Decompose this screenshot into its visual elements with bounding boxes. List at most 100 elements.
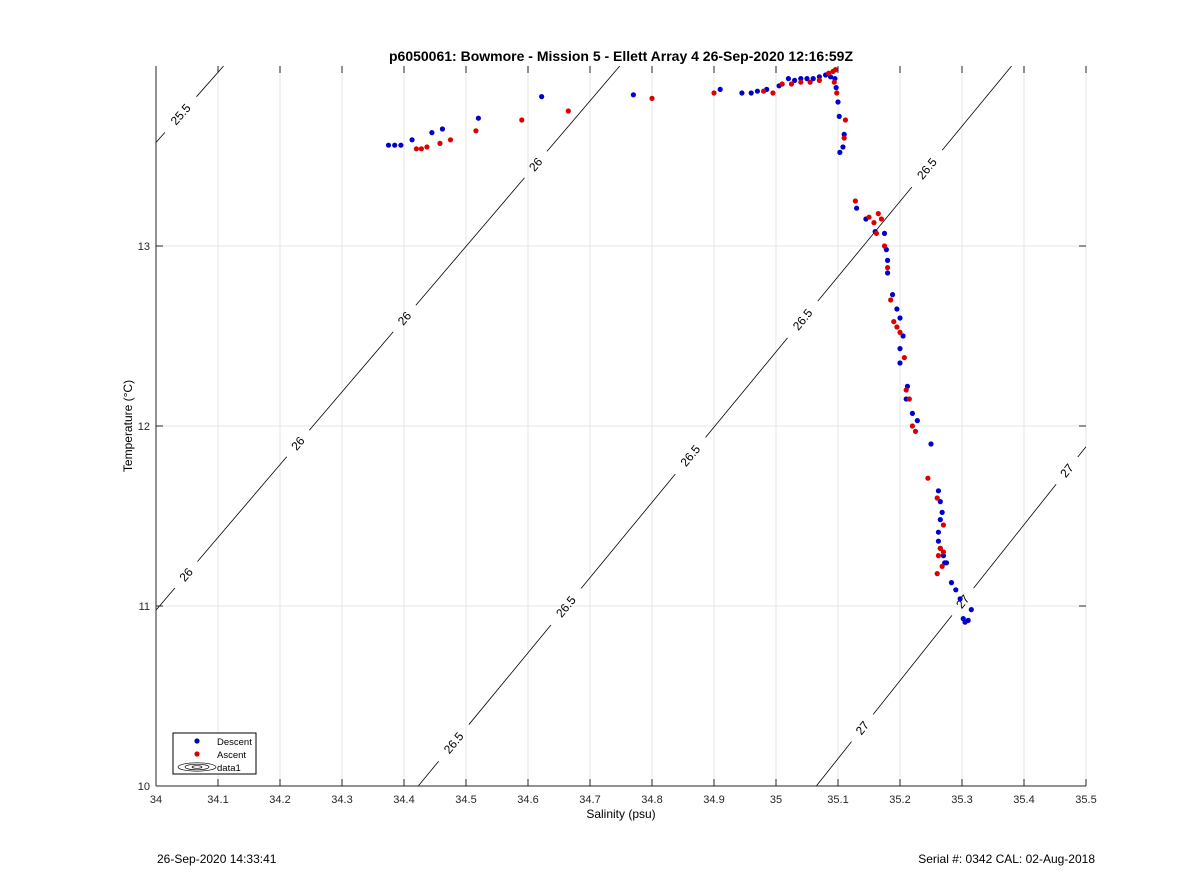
point-ascent <box>649 95 655 101</box>
point-ascent <box>413 146 419 152</box>
point-ascent <box>826 70 832 76</box>
contour-line-26-5 <box>705 337 788 438</box>
point-descent <box>937 517 943 523</box>
point-descent <box>885 270 891 276</box>
legend-marker-ascent <box>194 751 200 757</box>
point-descent <box>833 85 839 91</box>
point-ascent <box>807 79 813 85</box>
point-ascent <box>831 79 837 85</box>
point-ascent <box>761 88 767 94</box>
x-tick-label: 34.2 <box>269 794 290 806</box>
point-descent <box>392 142 398 148</box>
point-descent <box>739 90 745 96</box>
point-ascent <box>881 243 888 249</box>
legend: Descent Ascent data1 <box>172 732 257 775</box>
point-descent <box>943 560 950 566</box>
point-descent <box>836 113 842 119</box>
contour-label: 27 <box>1057 461 1076 480</box>
point-descent <box>754 88 761 94</box>
x-tick-label: 35.3 <box>951 794 972 806</box>
contour-label: 26.5 <box>790 306 816 333</box>
point-ascent <box>841 135 847 141</box>
point-descent <box>409 137 415 143</box>
point-ascent <box>935 553 942 559</box>
y-axis-label: Temperature (°C) <box>121 380 135 472</box>
point-descent <box>630 92 637 98</box>
point-ascent <box>447 137 454 143</box>
point-ascent <box>875 211 881 217</box>
contour-line-26-5 <box>941 66 1012 151</box>
legend-marker-descent <box>194 738 200 744</box>
point-ascent <box>885 265 891 271</box>
footer-timestamp: 26-Sep-2020 14:33:41 <box>157 852 277 866</box>
point-ascent <box>940 522 947 528</box>
contour-line-26 <box>309 331 394 431</box>
x-tick-label: 34.5 <box>455 794 476 806</box>
point-ascent <box>888 297 894 303</box>
point-ascent <box>473 128 479 134</box>
x-tick-label: 34.8 <box>641 794 662 806</box>
grid <box>155 66 1087 787</box>
point-ascent <box>852 198 858 204</box>
y-tick-label: 10 <box>138 781 150 793</box>
point-descent <box>914 418 920 424</box>
point-descent <box>968 607 974 613</box>
contour-line-26 <box>415 177 525 306</box>
contour-label: 26.5 <box>441 729 467 756</box>
x-tick-label: 35.1 <box>827 794 848 806</box>
x-tick-label: 34.7 <box>579 794 600 806</box>
legend-label-data1: data1 <box>217 763 241 774</box>
point-descent <box>897 346 903 352</box>
x-tick-label: 34.4 <box>393 794 414 806</box>
point-descent <box>841 131 847 137</box>
point-ascent <box>934 495 940 501</box>
point-descent <box>837 149 843 155</box>
point-descent <box>804 76 810 82</box>
point-descent <box>854 205 860 211</box>
point-ascent <box>816 77 823 83</box>
contour-line-26-5 <box>580 473 676 589</box>
point-descent <box>798 76 804 82</box>
point-ascent <box>834 90 840 96</box>
point-descent <box>439 126 446 132</box>
point-descent <box>810 76 816 82</box>
point-descent <box>953 587 959 593</box>
axes: 34 34.1 34.2 34.3 34.4 34.5 34.6 34.7 34.8 34.9 35… <box>138 66 1097 806</box>
x-tick-label: 35.5 <box>1075 794 1096 806</box>
contour-label: 26 <box>288 434 308 453</box>
point-ascent <box>940 549 947 555</box>
contour-label: 26.5 <box>678 442 704 469</box>
data-points <box>385 67 974 625</box>
contour-label: 26.5 <box>553 593 579 620</box>
legend-label-descent: Descent <box>217 737 252 748</box>
point-descent <box>717 86 723 92</box>
contour-label: 25.5 <box>168 101 194 128</box>
contour-line-26-5 <box>417 761 439 786</box>
chart-title: p6050061: Bowmore - Mission 5 - Ellett A… <box>389 48 853 64</box>
contour-line-25-5 <box>156 132 166 143</box>
legend-label-ascent: Ascent <box>217 750 246 761</box>
legend-contour-icon <box>177 762 217 772</box>
point-descent <box>475 115 481 121</box>
point-ascent <box>937 545 943 552</box>
x-tick-label: 35.4 <box>1013 794 1034 806</box>
point-descent <box>894 306 900 312</box>
point-ascent <box>909 423 916 429</box>
x-tick-label: 34.9 <box>703 794 724 806</box>
point-ascent <box>788 81 795 87</box>
point-descent <box>948 580 955 586</box>
point-descent <box>928 441 934 447</box>
point-ascent <box>832 67 839 73</box>
point-ascent <box>779 81 785 87</box>
point-descent <box>840 144 846 150</box>
point-ascent <box>424 144 430 150</box>
point-ascent <box>878 216 885 222</box>
x-tick-label: 35.2 <box>889 794 910 806</box>
x-axis-label: Salinity (psu) <box>586 807 655 821</box>
point-ascent <box>711 90 717 96</box>
point-descent <box>939 509 945 515</box>
x-tick-label: 34.1 <box>207 794 228 806</box>
point-descent <box>835 99 841 105</box>
point-ascent <box>866 214 872 220</box>
